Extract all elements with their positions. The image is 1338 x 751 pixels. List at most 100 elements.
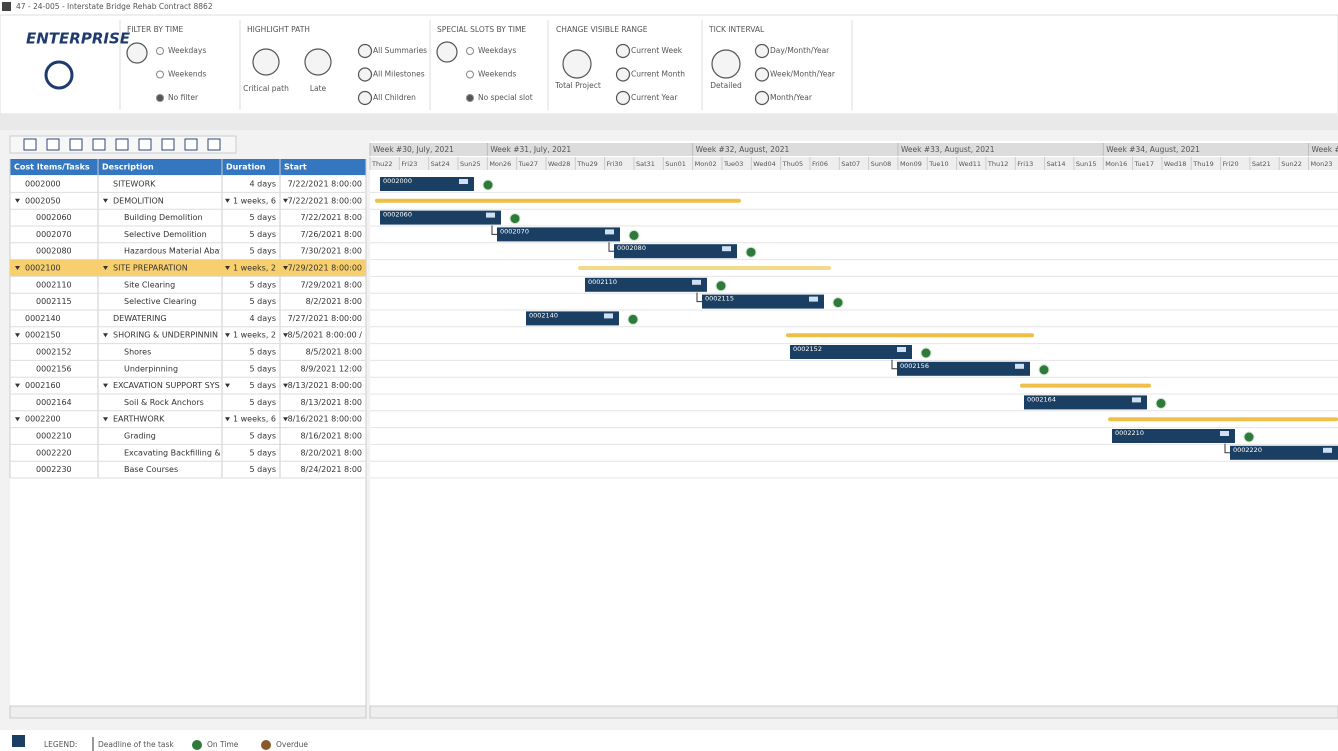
cell-code[interactable]: 0002140 (25, 314, 61, 323)
cell-start[interactable]: 8/16/2021 8:00 (300, 432, 362, 441)
option-label[interactable]: Weekends (478, 70, 516, 79)
cell-duration[interactable]: 5 days (249, 364, 276, 373)
cell-code[interactable]: 0002115 (36, 297, 72, 306)
cell-description[interactable]: Hazardous Material Abat (124, 247, 223, 256)
cell-start[interactable]: 8/16/2021 8:00:00 (288, 415, 362, 424)
dropdown-toggle[interactable] (283, 198, 288, 203)
task-bar[interactable] (1024, 395, 1147, 410)
cell-start[interactable]: 7/29/2021 8:00:00 (288, 264, 362, 273)
toolbar-button[interactable] (46, 138, 60, 151)
dropdown-toggle[interactable] (225, 198, 230, 203)
toolbar-button[interactable] (138, 138, 152, 151)
cell-description[interactable]: SITE PREPARATION (113, 264, 188, 273)
cell-description[interactable]: Building Demolition (124, 213, 203, 222)
dropdown-toggle[interactable] (225, 266, 230, 270)
radio[interactable] (156, 70, 164, 79)
cell-code[interactable]: 0002210 (36, 432, 72, 441)
task-bar[interactable] (1112, 429, 1235, 443)
dropdown-toggle[interactable] (283, 383, 288, 388)
cell-start[interactable]: 7/22/2021 8:00 (300, 213, 362, 222)
option-icon[interactable] (615, 67, 631, 82)
cell-start[interactable]: 7/30/2021 8:00 (300, 247, 362, 256)
toolbar-button[interactable] (92, 138, 106, 151)
cell-code[interactable]: 0002220 (36, 448, 72, 457)
cell-duration[interactable]: 5 days (249, 230, 276, 239)
cell-duration[interactable]: 5 days (249, 348, 276, 357)
cell-description[interactable]: Underpinning (124, 364, 178, 373)
cell-description[interactable]: Selective Demolition (124, 230, 207, 239)
cell-code[interactable]: 0002164 (36, 398, 72, 407)
cell-duration[interactable]: 1 weeks, 6 (233, 196, 276, 205)
cell-description[interactable]: Soil & Rock Anchors (124, 398, 204, 407)
path-button[interactable] (304, 48, 332, 76)
cell-start[interactable]: 8/13/2021 8:00:00 (288, 381, 362, 390)
path-button[interactable] (252, 48, 280, 76)
radio[interactable] (156, 47, 164, 55)
task-bar[interactable] (380, 210, 501, 225)
cell-description[interactable]: Site Clearing (124, 280, 175, 289)
toolbar-button[interactable] (184, 138, 198, 151)
cell-code[interactable]: 0002110 (36, 280, 72, 289)
toolbar-button[interactable] (23, 138, 37, 151)
cell-duration[interactable]: 5 days (249, 297, 276, 306)
cell-code[interactable]: 0002200 (25, 415, 61, 424)
option-icon[interactable] (615, 90, 631, 106)
grid-scrollbar[interactable] (9, 705, 367, 719)
button-label[interactable]: Late (310, 84, 327, 93)
option-label[interactable]: Current Month (631, 70, 685, 79)
column-header[interactable]: Description (102, 163, 154, 172)
task-bar[interactable] (790, 345, 912, 359)
button-label[interactable]: Detailed (710, 81, 742, 90)
cell-description[interactable]: SHORING & UNDERPINNIN (113, 331, 218, 340)
cell-start[interactable]: 7/27/2021 8:00:00 (288, 314, 362, 323)
cell-code[interactable]: 0002060 (36, 213, 72, 222)
cell-description[interactable]: DEWATERING (113, 314, 167, 323)
dropdown-toggle[interactable] (283, 333, 288, 338)
toolbar-button[interactable] (115, 138, 129, 151)
cell-duration[interactable]: 1 weeks, 2 (233, 264, 276, 273)
column-header[interactable]: Cost Items/Tasks (14, 163, 90, 172)
cell-duration[interactable]: 5 days (249, 465, 276, 474)
cell-start[interactable]: 8/2/2021 8:00 (306, 297, 362, 306)
task-bar[interactable] (614, 244, 737, 259)
task-bar[interactable] (585, 277, 707, 292)
toolbar-button[interactable] (69, 138, 83, 151)
cell-code[interactable]: 0002080 (36, 247, 72, 256)
cell-duration[interactable]: 4 days (249, 314, 276, 323)
cell-start[interactable]: 7/26/2021 8:00 (300, 230, 362, 239)
option-label[interactable]: Weekends (168, 70, 206, 79)
radio[interactable] (156, 94, 164, 102)
cell-start[interactable]: 7/22/2021 8:00:00 (288, 196, 362, 205)
option-icon[interactable] (357, 43, 373, 59)
cell-code[interactable]: 0002152 (36, 348, 72, 357)
cell-description[interactable]: Base Courses (124, 465, 178, 474)
cell-code[interactable]: 0002050 (25, 196, 61, 205)
task-bar[interactable] (526, 311, 619, 326)
filter-icon[interactable] (126, 42, 148, 64)
option-label[interactable]: No special slot (478, 93, 533, 102)
task-bar[interactable] (897, 361, 1030, 376)
option-label[interactable]: Week/Month/Year (770, 70, 836, 79)
detailed-icon[interactable] (711, 49, 741, 79)
option-label[interactable]: Weekdays (478, 46, 516, 55)
cell-duration[interactable]: 5 days (249, 432, 276, 441)
expand-toggle[interactable] (15, 266, 20, 270)
radio[interactable] (466, 70, 474, 79)
dropdown-toggle[interactable] (225, 417, 230, 422)
gantt-scrollbar[interactable] (369, 705, 1338, 719)
dropdown-toggle[interactable] (283, 417, 288, 422)
cell-description[interactable]: EARTHWORK (113, 415, 165, 424)
cell-code[interactable]: 0002100 (25, 264, 61, 273)
cell-start[interactable]: 7/29/2021 8:00 (300, 280, 362, 289)
cell-code[interactable]: 0002230 (36, 465, 72, 474)
expand-toggle[interactable] (103, 383, 108, 388)
expand-toggle[interactable] (103, 198, 108, 203)
cell-duration[interactable]: 1 weeks, 2 (233, 331, 276, 340)
column-header[interactable]: Start (284, 163, 307, 172)
cell-code[interactable]: 0002150 (25, 331, 61, 340)
toolbar-button[interactable] (161, 138, 175, 151)
option-label[interactable]: No filter (168, 93, 199, 102)
radio[interactable] (466, 94, 474, 102)
cell-code[interactable]: 0002160 (25, 381, 61, 390)
cell-code[interactable]: 0002156 (36, 364, 72, 373)
